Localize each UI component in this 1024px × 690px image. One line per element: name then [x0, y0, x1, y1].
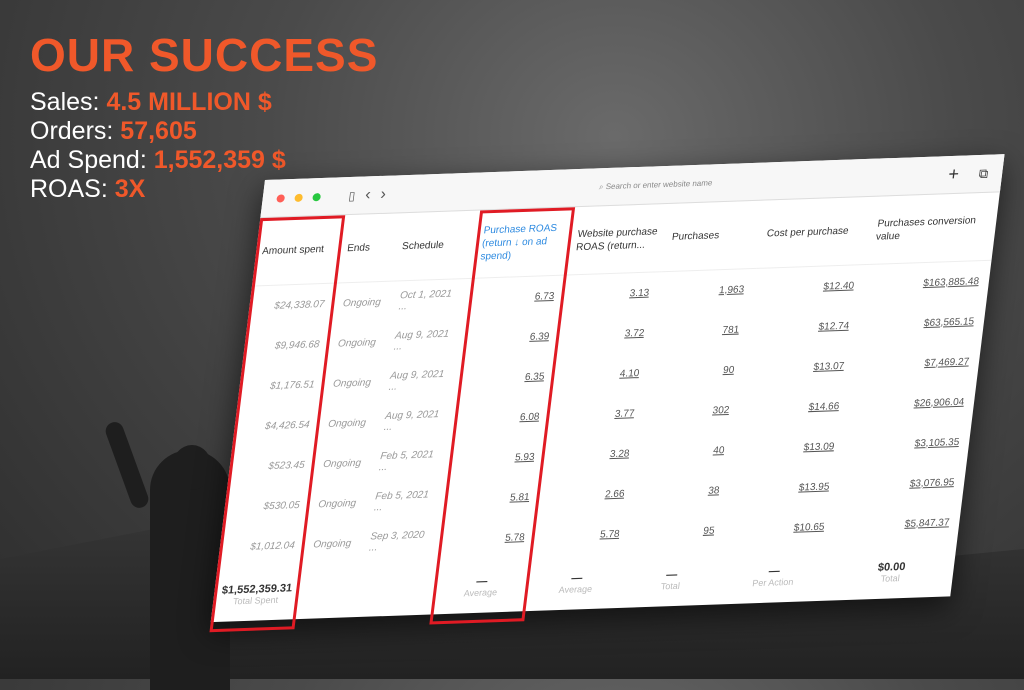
column-header[interactable]: Ends: [336, 213, 401, 284]
stat-value: 57,605: [120, 117, 197, 145]
stat-value: 4.5 MILLION $: [106, 88, 272, 116]
table-cell[interactable]: 38: [707, 484, 721, 497]
table-cell[interactable]: $12.74: [817, 320, 850, 333]
footer-cell: — Average: [525, 554, 627, 614]
close-button[interactable]: [276, 193, 286, 203]
table-cell: Ongoing: [327, 417, 367, 430]
table-cell[interactable]: 302: [711, 404, 731, 417]
footer-value: —: [767, 565, 781, 578]
table-cell[interactable]: $12.40: [822, 279, 855, 293]
address-placeholder: Search or enter website name: [605, 177, 714, 191]
column-header[interactable]: Cost per purchase: [756, 196, 875, 269]
table-cell[interactable]: $3,105.35: [914, 436, 960, 450]
table-cell[interactable]: $26,906.04: [913, 396, 965, 410]
minimize-button[interactable]: [294, 193, 304, 202]
table-cell: Aug 9, 2021 ...: [388, 368, 445, 393]
footer-cell: [295, 563, 357, 621]
footer-value: —: [665, 568, 678, 582]
stat-3: ROAS: 3X: [30, 175, 286, 204]
table-cell[interactable]: 90: [722, 364, 735, 376]
back-icon[interactable]: ‹: [364, 185, 372, 204]
table-cell[interactable]: $13.09: [803, 440, 836, 453]
stat-0: Sales: 4.5 MILLION $: [30, 88, 286, 117]
table-cell[interactable]: 4.10: [619, 367, 641, 380]
column-header[interactable]: Schedule: [391, 210, 481, 282]
table-cell: Feb 5, 2021 ...: [373, 489, 430, 514]
table-cell: Ongoing: [337, 336, 377, 350]
table-cell[interactable]: 40: [712, 444, 726, 457]
footer-value: $0.00: [877, 560, 907, 574]
table-cell[interactable]: 5.78: [599, 528, 621, 541]
stat-2: Ad Spend: 1,552,359 $: [30, 146, 286, 175]
footer-cell: [350, 560, 437, 619]
sidebar-icon[interactable]: ▯: [347, 188, 357, 203]
table-cell[interactable]: $13.07: [812, 360, 845, 373]
footer-cell: $0.00 Total: [825, 542, 957, 603]
table-cell[interactable]: $13.95: [798, 480, 831, 494]
table-cell: Ongoing: [317, 497, 357, 510]
footer-label: Average: [558, 583, 593, 596]
table-cell: Aug 9, 2021 ...: [383, 409, 440, 434]
table-cell[interactable]: $14.66: [808, 400, 840, 413]
stat-label: ROAS:: [30, 175, 115, 203]
stat-1: Orders: 57,605: [30, 117, 286, 146]
new-tab-icon[interactable]: +: [947, 163, 961, 185]
table-cell[interactable]: $63,565.15: [923, 315, 975, 329]
table-cell[interactable]: $5,847.37: [904, 516, 951, 530]
tabs-overview-icon[interactable]: ⧉: [978, 165, 990, 181]
footer-label: Per Action: [751, 576, 794, 589]
table-cell[interactable]: $10.65: [793, 521, 826, 534]
table-cell[interactable]: 3.28: [609, 447, 631, 460]
stat-label: Orders:: [30, 117, 121, 145]
table-cell[interactable]: 3.77: [614, 407, 636, 420]
silhouette-head: [172, 445, 212, 490]
table-cell: Ongoing: [312, 537, 352, 551]
table-cell: Oct 1, 2021 ...: [398, 288, 453, 313]
headline: OUR SUCCESS: [30, 29, 379, 81]
footer-cell: — Per Action: [715, 546, 832, 606]
table-cell[interactable]: 3.72: [624, 327, 645, 340]
table-cell[interactable]: $3,076.95: [909, 476, 956, 490]
table-cell: Sep 3, 2020 ...: [368, 529, 426, 554]
table-cell: Feb 5, 2021 ...: [378, 449, 435, 474]
table-cell[interactable]: 1,963: [718, 283, 745, 296]
table-cell[interactable]: 781: [721, 324, 740, 336]
forward-icon[interactable]: ›: [379, 185, 388, 203]
table-cell[interactable]: 2.66: [604, 488, 626, 500]
stat-value: 3X: [114, 175, 146, 203]
stat-value: 1,552,359 $: [153, 146, 286, 174]
address-bar[interactable]: ⌕ Search or enter website name: [598, 177, 714, 191]
table-cell: Ongoing: [332, 376, 372, 390]
table-cell: Ongoing: [342, 296, 382, 309]
footer-cell: — Total: [620, 550, 722, 610]
maximize-button[interactable]: [312, 192, 322, 201]
column-header[interactable]: Website purchase ROAS (return...: [566, 203, 671, 276]
table-cell[interactable]: $7,469.27: [923, 356, 970, 369]
footer-label: Total: [660, 580, 681, 592]
footer-value: —: [570, 572, 584, 585]
stats-list: Sales: 4.5 MILLION $ Orders: 57,605 Ad Spe…: [30, 88, 286, 204]
table-cell: Aug 9, 2021 ...: [393, 328, 450, 353]
silhouette-arm: [103, 419, 151, 511]
column-header[interactable]: Purchases conversion value: [866, 192, 1000, 266]
table-cell[interactable]: $163,885.48: [922, 275, 980, 289]
stat-label: Sales:: [30, 88, 107, 116]
table-cell: Ongoing: [322, 457, 362, 470]
footer-label: Total: [880, 573, 901, 584]
table-cell[interactable]: 3.13: [629, 287, 650, 299]
stat-label: Ad Spend:: [30, 146, 154, 174]
table-cell[interactable]: 95: [702, 524, 716, 537]
browser-window: ▯ ‹ › ⌕ Search or enter website name + ⧉…: [209, 154, 1005, 633]
column-header[interactable]: Purchases: [661, 200, 766, 273]
